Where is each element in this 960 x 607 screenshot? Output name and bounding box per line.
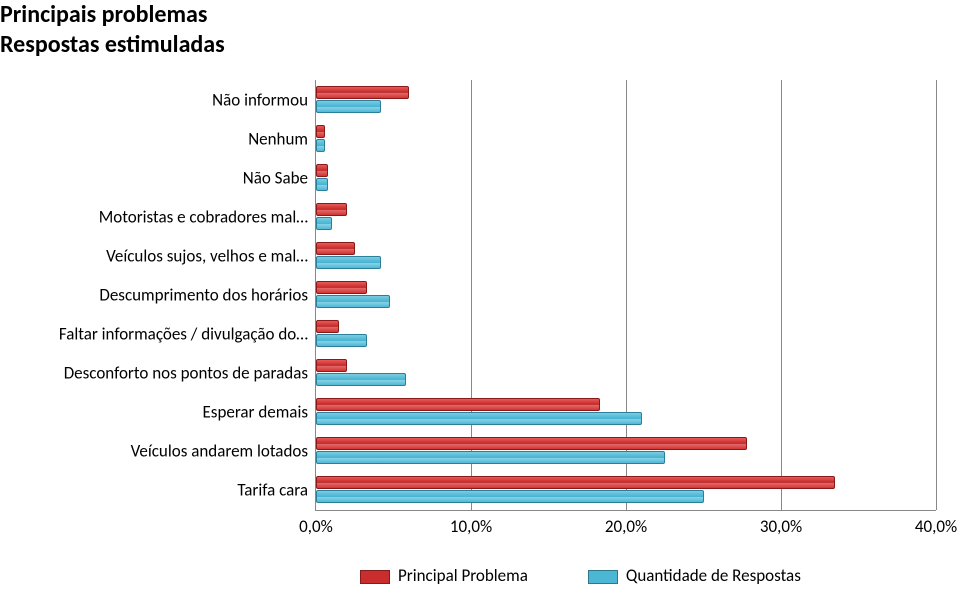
bar-principal-problema [316,476,835,489]
legend-item: Quantidade de Respostas [588,565,801,586]
bar-quantidade-respostas [316,334,367,347]
category-row: Veículos andarem lotados [316,431,936,470]
bar-quantidade-respostas [316,256,381,269]
bar-principal-problema [316,86,409,99]
bar-quantidade-respostas [316,412,642,425]
gridline [936,80,937,510]
bar-quantidade-respostas [316,451,665,464]
y-axis-label: Faltar informações / divulgação do… [1,323,316,344]
y-axis-label: Veículos sujos, velhos e mal… [1,245,316,266]
y-axis-label: Não Sabe [1,167,316,188]
legend-swatch [360,570,390,584]
bar-principal-problema [316,125,325,138]
bar-principal-problema [316,320,339,333]
bar-principal-problema [316,437,747,450]
legend-item: Principal Problema [360,565,528,586]
y-axis-label: Tarifa cara [1,479,316,500]
y-axis-label: Desconforto nos pontos de paradas [1,362,316,383]
category-row: Veículos sujos, velhos e mal… [316,236,936,275]
legend-swatch [588,570,618,584]
y-axis-label: Descumprimento dos horários [1,284,316,305]
y-axis-label: Não informou [1,89,316,110]
y-axis-label: Nenhum [1,128,316,149]
bar-principal-problema [316,398,600,411]
bar-quantidade-respostas [316,217,332,230]
y-axis-label: Veículos andarem lotados [1,440,316,461]
y-axis-label: Motoristas e cobradores mal… [1,206,316,227]
category-row: Desconforto nos pontos de paradas [316,353,936,392]
page: Principais problemas Respostas estimulad… [0,0,960,607]
legend-label: Quantidade de Respostas [626,565,801,586]
x-axis-label: 10,0% [450,510,492,537]
plot-area: 0,0%10,0%20,0%30,0%40,0%Não informouNenh… [315,80,936,511]
category-row: Faltar informações / divulgação do… [316,314,936,353]
category-row: Esperar demais [316,392,936,431]
category-row: Tarifa cara [316,470,936,509]
bar-principal-problema [316,242,355,255]
x-axis-label: 0,0% [299,510,333,537]
x-axis-label: 20,0% [605,510,647,537]
category-row: Descumprimento dos horários [316,275,936,314]
bar-principal-problema [316,164,328,177]
bar-principal-problema [316,281,367,294]
y-axis-label: Esperar demais [1,401,316,422]
x-axis-label: 30,0% [760,510,802,537]
legend-label: Principal Problema [398,565,528,586]
bar-quantidade-respostas [316,178,328,191]
category-row: Motoristas e cobradores mal… [316,197,936,236]
category-row: Nenhum [316,119,936,158]
bar-quantidade-respostas [316,373,406,386]
bar-quantidade-respostas [316,490,704,503]
bar-quantidade-respostas [316,100,381,113]
bar-chart: 0,0%10,0%20,0%30,0%40,0%Não informouNenh… [0,0,960,607]
legend: Principal Problema Quantidade de Resposta… [360,565,801,586]
bar-principal-problema [316,359,347,372]
category-row: Não informou [316,80,936,119]
x-axis-label: 40,0% [915,510,957,537]
bar-quantidade-respostas [316,139,325,152]
category-row: Não Sabe [316,158,936,197]
bar-principal-problema [316,203,347,216]
bar-quantidade-respostas [316,295,390,308]
